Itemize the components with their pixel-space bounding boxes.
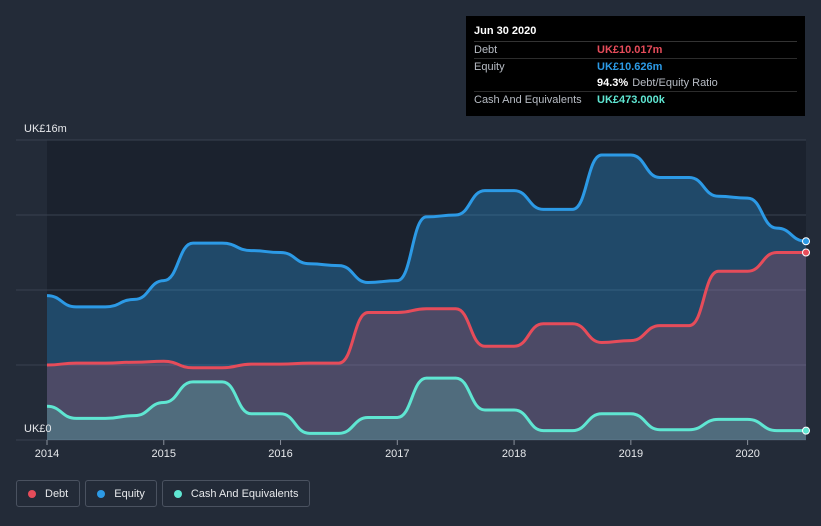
tooltip-row-equity: Equity UK£10.626m <box>474 59 797 75</box>
legend-label-cash: Cash And Equivalents <box>190 487 299 500</box>
tooltip-panel: Jun 30 2020 Debt UK£10.017m Equity UK£10… <box>466 16 805 116</box>
legend-dot-equity <box>97 489 106 498</box>
equity-line <box>46 153 807 309</box>
tooltip-equity-label: Equity <box>474 61 505 73</box>
legend-item-equity[interactable]: Equity <box>85 480 157 507</box>
cash-endpoint <box>802 426 810 435</box>
series-lines <box>46 153 807 435</box>
debt-line <box>46 251 806 370</box>
tooltip-ratio-label: Debt/Equity Ratio <box>632 77 718 89</box>
legend-label-equity: Equity <box>114 487 145 500</box>
x-tick-label-2018: 2018 <box>502 448 526 460</box>
tooltip-debt-value: UK£10.017m <box>597 44 663 56</box>
x-tick-label-2020: 2020 <box>735 448 759 460</box>
x-tick-label-2015: 2015 <box>152 448 176 460</box>
x-tick-label-2017: 2017 <box>385 448 409 460</box>
equity-endpoint <box>802 237 810 246</box>
tooltip-ratio: 94.3% Debt/Equity Ratio <box>597 75 718 91</box>
series-areas <box>47 155 806 440</box>
legend: Debt Equity Cash And Equivalents <box>16 480 311 507</box>
x-axis-ticks: 2014 2015 2016 2017 2018 2019 2020 <box>35 440 760 460</box>
legend-dot-cash <box>173 489 182 498</box>
tooltip-cash-value: UK£473.000k <box>597 94 665 106</box>
tooltip-row-ratio: 94.3% Debt/Equity Ratio <box>474 75 797 92</box>
x-tick-label-2016: 2016 <box>268 448 292 460</box>
debt-endpoint <box>802 248 810 257</box>
debt-area <box>47 252 806 440</box>
legend-dot-debt <box>28 489 36 498</box>
tooltip-row-debt: Debt UK£10.017m <box>474 42 797 59</box>
tooltip-ratio-value: 94.3% <box>597 77 629 89</box>
legend-item-cash[interactable]: Cash And Equivalents <box>161 480 311 507</box>
tooltip-date: Jun 30 2020 <box>474 24 797 42</box>
y-top-label: UK£16m <box>24 123 67 135</box>
x-tick-label-2014: 2014 <box>35 448 59 460</box>
tooltip-equity-value: UK£10.626m <box>597 61 663 73</box>
equity-area <box>47 155 806 440</box>
cash-area <box>47 378 806 440</box>
y-bottom-label: UK£0 <box>24 423 52 435</box>
series-endpoints <box>802 237 810 435</box>
tooltip-cash-label: Cash And Equivalents <box>474 94 582 106</box>
legend-label-debt: Debt <box>45 487 69 500</box>
tooltip-row-cash: Cash And Equivalents UK£473.000k <box>474 92 797 108</box>
cash-line <box>46 376 806 435</box>
tooltip-debt-label: Debt <box>474 44 498 56</box>
legend-item-debt[interactable]: Debt <box>16 480 81 507</box>
x-tick-label-2019: 2019 <box>619 448 643 460</box>
